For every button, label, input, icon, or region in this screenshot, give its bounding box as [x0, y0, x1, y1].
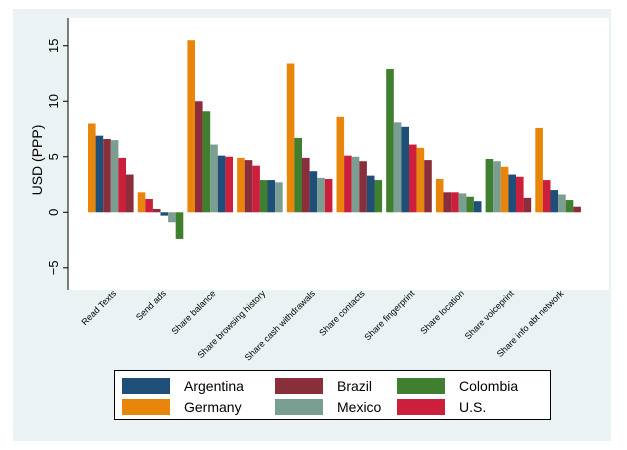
bar-brazil	[424, 160, 432, 213]
bar-argentina	[508, 174, 516, 213]
bar-mexico	[493, 161, 501, 213]
legend-swatch-argentina	[122, 378, 170, 394]
legend-label: Germany	[184, 399, 242, 415]
bar-germany	[435, 178, 444, 213]
bar-argentina	[366, 175, 375, 213]
legend-item-brazil: Brazil	[275, 376, 372, 396]
bar-mexico	[351, 156, 360, 213]
legend-label: Mexico	[337, 399, 382, 415]
legend-swatch-us	[397, 399, 445, 415]
bar-brazil	[523, 197, 532, 213]
x-category-label: Share balance	[169, 288, 217, 336]
bar-us	[409, 144, 417, 213]
bar-mexico	[558, 194, 566, 213]
bar-mexico	[168, 212, 176, 223]
legend-item-germany: Germany	[122, 397, 242, 417]
y-tick-label: 0	[46, 209, 61, 216]
bar-brazil	[195, 101, 203, 213]
legend-label: U.S.	[459, 399, 487, 415]
legend-label: Argentina	[184, 378, 244, 394]
bar-brazil	[244, 160, 253, 213]
x-category-label: Read Texts	[79, 288, 118, 327]
bar-colombia	[294, 137, 302, 213]
bar-germany	[88, 123, 96, 213]
legend-label: Colombia	[459, 378, 519, 394]
bar-us	[451, 192, 459, 213]
bar-mexico	[393, 122, 402, 213]
y-tick-label: 10	[46, 94, 61, 108]
legend-swatch-colombia	[397, 378, 445, 394]
bar-argentina	[473, 201, 482, 213]
bar-colombia	[565, 200, 574, 213]
x-category-label: Share fingerprint	[362, 288, 416, 342]
x-category-label: Send ads	[134, 288, 168, 322]
bar-us	[252, 165, 260, 213]
legend-swatch-brazil	[275, 378, 323, 394]
bar-argentina	[160, 212, 169, 216]
y-axis-title: USD (PPP)	[29, 125, 45, 196]
bar-germany	[416, 147, 425, 213]
bar-brazil	[359, 161, 367, 213]
bar-colombia	[374, 180, 383, 213]
bar-brazil	[152, 208, 161, 213]
bar-argentina	[95, 135, 104, 213]
bar-germany	[535, 127, 543, 213]
y-tick-label: 5	[46, 153, 61, 160]
bar-us	[118, 157, 126, 213]
legend-item-mexico: Mexico	[275, 397, 381, 417]
bar-mexico	[110, 140, 119, 213]
bar-brazil	[573, 206, 581, 213]
y-tick-label: −5	[46, 260, 61, 275]
bar-colombia	[202, 111, 211, 213]
bar-us	[145, 198, 153, 213]
bar-germany	[286, 63, 295, 213]
bar-us	[542, 180, 551, 213]
bar-germany	[237, 157, 245, 213]
bar-colombia	[175, 212, 184, 239]
bar-colombia	[259, 180, 268, 213]
bar-us	[225, 156, 233, 213]
bar-germany	[336, 116, 345, 213]
legend-item-argentina: Argentina	[122, 376, 244, 396]
x-category-label: Share contacts	[317, 288, 367, 338]
legend-item-colombia: Colombia	[397, 376, 518, 396]
x-category-label: Share voiceprint	[463, 288, 516, 341]
bar-colombia	[485, 159, 494, 213]
x-category-label: Share location	[418, 288, 466, 336]
bar-colombia	[386, 69, 394, 213]
legend-item-us: U.S.	[397, 397, 486, 417]
bar-argentina	[309, 171, 318, 213]
bar-mexico	[275, 182, 283, 213]
bar-germany	[500, 166, 509, 213]
bar-argentina	[267, 180, 276, 213]
bar-argentina	[217, 155, 226, 213]
legend-label: Brazil	[337, 378, 373, 394]
bar-mexico	[210, 144, 218, 213]
bar-mexico	[458, 193, 467, 213]
legend-swatch-germany	[122, 399, 170, 415]
bar-colombia	[466, 196, 474, 213]
legend-swatch-mexico	[275, 399, 323, 415]
bar-germany	[137, 192, 146, 213]
bar-argentina	[550, 190, 559, 213]
bar-brazil	[126, 174, 134, 213]
bar-brazil	[302, 157, 310, 213]
bar-argentina	[401, 126, 409, 213]
bar-us	[516, 176, 524, 213]
bar-germany	[187, 40, 195, 213]
bar-us	[324, 178, 333, 213]
bar-mexico	[317, 177, 325, 213]
bar-brazil	[103, 139, 111, 213]
bar-us	[344, 155, 352, 213]
y-tick-label: 15	[46, 39, 61, 53]
bar-brazil	[443, 192, 452, 213]
legend: Argentina Brazil Colombia Germany Mexico…	[114, 370, 551, 420]
